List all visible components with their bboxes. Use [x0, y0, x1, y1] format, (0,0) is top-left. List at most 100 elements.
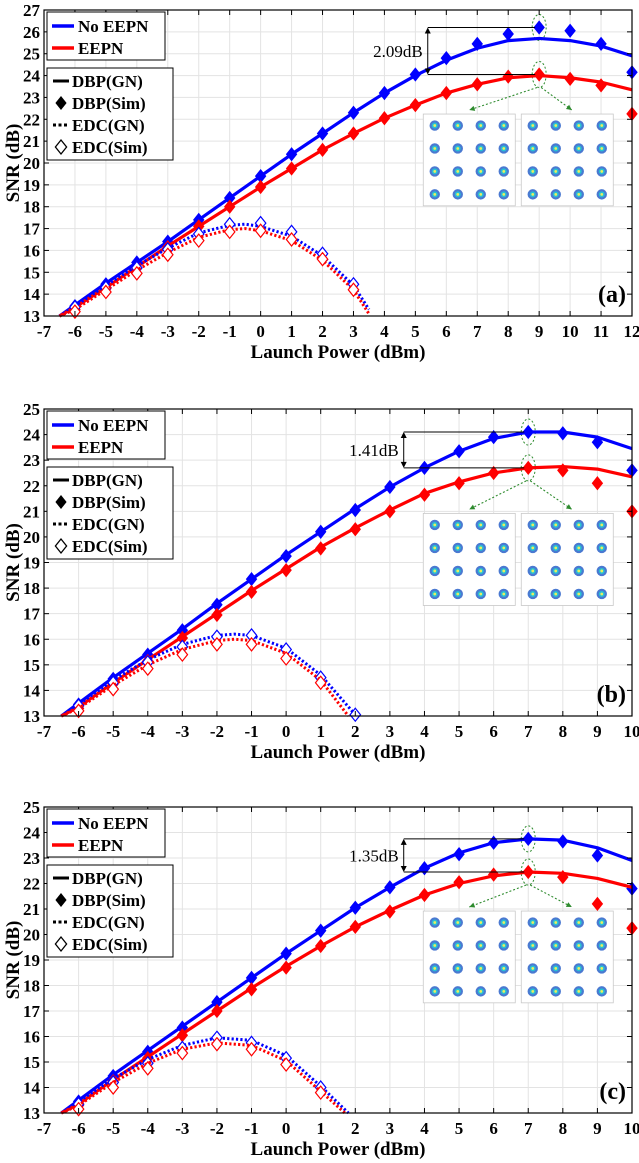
constellation-point-center — [531, 921, 535, 924]
data-point — [591, 896, 604, 912]
data-point — [314, 524, 327, 539]
data-point — [595, 78, 607, 93]
constellation-point-center — [502, 124, 506, 127]
x-tick-label: -2 — [210, 722, 224, 741]
constellation-point-center — [554, 921, 558, 924]
x-tick-label: -6 — [72, 722, 86, 741]
legend-label: DBP(Sim) — [72, 493, 146, 512]
constellation-point-center — [479, 546, 483, 550]
data-point — [347, 126, 360, 141]
constellation-point-center — [479, 170, 483, 173]
data-point — [591, 476, 604, 491]
arrow-to-right-inset-head — [565, 504, 572, 510]
data-point — [533, 67, 545, 82]
x-tick-label: 8 — [504, 322, 513, 341]
x-tick-label: -6 — [68, 322, 82, 341]
constellation-point-center — [433, 967, 437, 970]
constellation-point-center — [554, 592, 558, 596]
legend-symbol-open-diamond — [54, 537, 68, 555]
x-tick-label: 6 — [489, 722, 498, 741]
data-point — [280, 946, 292, 961]
y-tick-label: 24 — [23, 67, 41, 86]
constellation-point-center — [479, 944, 483, 947]
x-tick-label: 5 — [411, 322, 420, 341]
data-point — [349, 522, 362, 537]
chart-panel-b: 1.41dB-7 -6 -5 -4 -3 -2 -1 0 1 2 3 4 5 6 7 8 9 1013141516… — [3, 400, 639, 763]
y-tick-label: 19 — [23, 176, 40, 195]
legend-style: DBP(GN) DBP(Sim) EDC(GN) EDC(Sim) — [46, 466, 174, 560]
x-tick-label: -7 — [37, 322, 52, 341]
chart-panel-a: 2.09dB-7 -6 -5 -4 -3 -2 -1 0 1 2 3 4 5 6 7 8 9 10 11 121314… — [3, 1, 639, 363]
constellation-point-center — [600, 944, 604, 947]
constellation-point-center — [479, 523, 483, 527]
constellation-point-center — [600, 523, 604, 527]
constellation-point-center — [456, 170, 460, 173]
x-tick-label: -3 — [161, 322, 175, 341]
constellation-point-center — [577, 592, 581, 596]
data-point — [107, 1080, 120, 1095]
x-tick-label: 10 — [562, 322, 579, 341]
legend-style: DBP(GN) DBP(Sim) EDC(GN) EDC(Sim) — [46, 67, 174, 161]
constellation-point-center — [502, 944, 506, 947]
data-point — [285, 232, 298, 247]
constellation-point-center — [554, 569, 558, 573]
constellation-point-center — [433, 944, 437, 947]
y-tick-label: 17 — [23, 605, 41, 624]
x-tick-label: 7 — [524, 722, 533, 741]
data-point — [347, 105, 360, 120]
x-tick-label: -1 — [244, 1119, 258, 1138]
data-point — [285, 161, 298, 176]
arrow-to-left-inset — [469, 480, 527, 510]
constellation-point-center — [531, 569, 535, 573]
y-tick-label: 19 — [23, 951, 40, 970]
data-point — [557, 869, 569, 885]
y-tick-label: 14 — [23, 285, 41, 304]
x-tick-label: -4 — [130, 322, 145, 341]
panel-label: (a) — [598, 282, 626, 308]
y-tick-label: 25 — [23, 798, 40, 817]
series-line — [60, 430, 633, 718]
arrow-to-right-inset-head — [565, 902, 572, 908]
y-tick-label: 19 — [23, 554, 40, 573]
constellation-point-center — [577, 944, 581, 947]
data-point — [347, 282, 360, 298]
constellation-point-center — [531, 592, 535, 596]
data-point — [72, 703, 85, 719]
x-tick-label: 5 — [455, 1119, 464, 1138]
constellation-point-center — [531, 967, 535, 970]
constellation-point-center — [456, 989, 460, 993]
y-axis-label: SNR (dB) — [3, 921, 24, 1000]
data-point — [564, 23, 576, 38]
constellation-point-center — [502, 546, 506, 550]
data-point — [471, 36, 483, 52]
x-tick-label: 1 — [287, 322, 296, 341]
x-tick-label: -5 — [106, 722, 120, 741]
data-point — [384, 504, 396, 519]
data-point — [245, 1041, 258, 1057]
data-point — [557, 463, 569, 478]
series-no-eepn-edcgn — [60, 1036, 350, 1115]
gap-arrow-head-top — [424, 27, 431, 34]
gap-arrow-head-top — [400, 432, 407, 439]
x-tick-label: 8 — [559, 1119, 568, 1138]
y-tick-label: 14 — [23, 681, 41, 700]
legend-label: No EEPN — [78, 17, 149, 36]
data-point — [487, 465, 500, 481]
y-tick-label: 13 — [23, 307, 40, 326]
legend-color: No EEPN EEPN — [46, 808, 166, 858]
data-point — [522, 424, 534, 440]
data-point — [409, 97, 422, 113]
legend-style: DBP(GN) DBP(Sim) EDC(GN) EDC(Sim) — [46, 864, 174, 958]
x-tick-label: 10 — [624, 1119, 639, 1138]
ticks: -7 -6 -5 -4 -3 -2 -1 0 1 2 3 4 5 6 7 8 9 10 11 121314151617… — [23, 1, 639, 341]
constellation-point-center — [600, 546, 604, 550]
y-tick-label: 25 — [23, 45, 40, 64]
constellation-point-center — [456, 944, 460, 947]
data-point — [211, 607, 223, 623]
data-point — [453, 847, 465, 862]
data-point — [245, 636, 258, 652]
constellation-point-center — [531, 170, 535, 173]
constellation-point-center — [531, 192, 535, 196]
legend-label: No EEPN — [78, 416, 149, 435]
constellation-point-center — [600, 592, 604, 596]
